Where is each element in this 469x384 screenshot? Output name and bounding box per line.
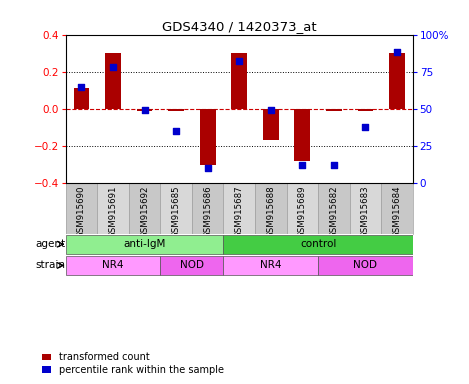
Bar — [318, 183, 349, 234]
Bar — [66, 257, 160, 275]
Bar — [160, 257, 223, 275]
Text: strain: strain — [36, 260, 66, 270]
Bar — [357, 109, 373, 111]
Bar — [287, 183, 318, 234]
Point — [141, 107, 148, 113]
Point — [299, 162, 306, 168]
Text: agent: agent — [36, 239, 66, 249]
Bar — [326, 109, 342, 111]
Bar — [66, 183, 97, 234]
Bar — [223, 183, 255, 234]
Text: GSM915686: GSM915686 — [203, 185, 212, 238]
Point — [78, 83, 85, 89]
Text: GSM915689: GSM915689 — [298, 185, 307, 238]
Bar — [263, 109, 279, 141]
Point — [393, 49, 401, 55]
Text: NOD: NOD — [180, 260, 204, 270]
Title: GDS4340 / 1420373_at: GDS4340 / 1420373_at — [162, 20, 317, 33]
Bar — [136, 109, 152, 111]
Text: GSM915684: GSM915684 — [393, 185, 401, 238]
Bar — [66, 235, 223, 254]
Point — [172, 128, 180, 134]
Bar — [200, 109, 216, 164]
Bar — [168, 109, 184, 111]
Text: GSM915685: GSM915685 — [172, 185, 181, 238]
Bar — [97, 183, 129, 234]
Bar — [231, 53, 247, 109]
Bar — [129, 183, 160, 234]
Legend: transformed count, percentile rank within the sample: transformed count, percentile rank withi… — [42, 353, 224, 375]
Bar — [223, 257, 318, 275]
Bar — [105, 53, 121, 109]
Text: GSM915687: GSM915687 — [234, 185, 244, 238]
Text: GSM915688: GSM915688 — [266, 185, 275, 238]
Point — [204, 165, 212, 171]
Text: anti-IgM: anti-IgM — [123, 239, 166, 249]
Bar — [381, 183, 413, 234]
Bar — [318, 257, 413, 275]
Bar — [192, 183, 223, 234]
Text: NOD: NOD — [354, 260, 378, 270]
Point — [362, 124, 369, 130]
Text: GSM915690: GSM915690 — [77, 185, 86, 238]
Bar — [255, 183, 287, 234]
Text: NR4: NR4 — [102, 260, 124, 270]
Point — [235, 58, 243, 65]
Point — [267, 107, 274, 113]
Text: GSM915683: GSM915683 — [361, 185, 370, 238]
Point — [330, 162, 338, 168]
Text: GSM915682: GSM915682 — [329, 185, 338, 238]
Bar — [160, 183, 192, 234]
Text: NR4: NR4 — [260, 260, 281, 270]
Point — [109, 64, 117, 70]
Bar — [74, 88, 89, 109]
Text: GSM915692: GSM915692 — [140, 185, 149, 238]
Bar — [389, 53, 405, 109]
Text: GSM915691: GSM915691 — [108, 185, 118, 238]
Bar — [223, 235, 413, 254]
Text: control: control — [300, 239, 336, 249]
Bar — [349, 183, 381, 234]
Bar — [295, 109, 310, 161]
